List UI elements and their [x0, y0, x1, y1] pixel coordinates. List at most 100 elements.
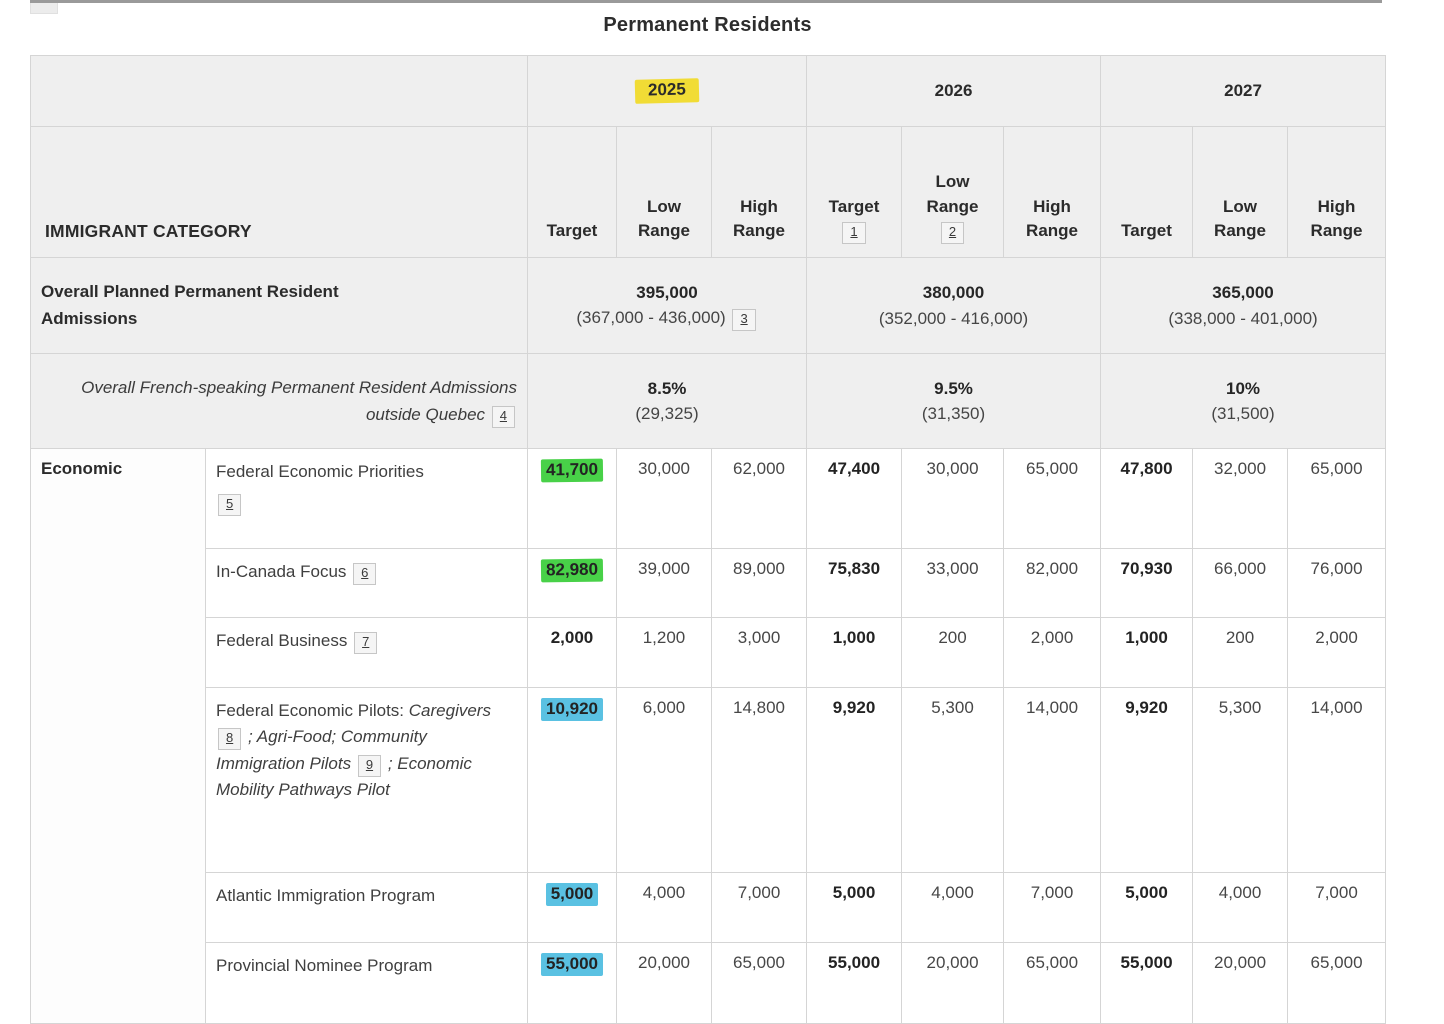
french-value-2026: 9.5% (31,350) [806, 353, 1102, 449]
value-cell: 47,800 [1100, 448, 1194, 549]
overall-admissions-row: Overall Planned Permanent Resident Admis… [30, 257, 1387, 354]
overall-value-2026: 380,000 (352,000 - 416,000) [806, 257, 1102, 354]
col-header-label: Low Range [926, 171, 979, 216]
col-header-target-2026: Target 1 [806, 126, 903, 258]
overall-target-2025: 395,000 [636, 282, 698, 302]
french-count-2027: (31,500) [1211, 404, 1275, 423]
french-percent-2026: 9.5% [934, 378, 973, 398]
year-2025-header: 2025 [526, 55, 808, 127]
overall-range-2025: (367,000 - 436,000) 3 [538, 305, 796, 332]
value-cell: 14,000 [1287, 687, 1387, 873]
col-header-label: Target [828, 196, 880, 216]
value-cell: 65,000 [1287, 448, 1387, 549]
table-row-provincial-nominee-program: Provincial Nominee Program 55,000 20,000… [31, 942, 1387, 1024]
value-cell: 2,000 [1003, 617, 1102, 688]
value-cell: 200 [1192, 617, 1289, 688]
blue-highlighted-target-value: 10,920 [541, 698, 603, 721]
value-cell: 7,000 [1287, 872, 1387, 943]
value-cell: 82,000 [1003, 548, 1102, 618]
value-cell: 1,200 [616, 617, 712, 688]
value-cell: 5,000 [527, 872, 617, 943]
row-label-federal-business: Federal Business 7 [205, 617, 528, 688]
footnote-link-2[interactable]: 2 [940, 222, 965, 244]
value-cell: 65,000 [1003, 942, 1102, 1024]
french-value-2027: 10% (31,500) [1100, 353, 1387, 449]
overall-target-2026: 380,000 [922, 283, 985, 302]
row-label-federal-economic-pilots: Federal Economic Pilots: Caregivers 8 ; … [205, 687, 528, 873]
footnote-link-6[interactable]: 6 [353, 563, 377, 585]
value-cell: 20,000 [901, 942, 1005, 1024]
value-cell: 9,920 [1100, 687, 1194, 873]
page-title: Permanent Residents [603, 14, 812, 36]
yellow-highlight: 2025 [634, 78, 700, 104]
value-cell: 14,800 [710, 687, 808, 873]
value-cell: 7,000 [1003, 872, 1102, 943]
value-cell: 30,000 [616, 448, 712, 549]
value-cell: 200 [901, 617, 1005, 688]
value-cell: 1,000 [806, 617, 903, 688]
col-header-target-2025: Target [527, 126, 617, 258]
footnote-link-5[interactable]: 5 [218, 494, 242, 517]
value-cell: 39,000 [616, 548, 712, 618]
french-count-2025: (29,325) [635, 404, 699, 423]
value-cell: 9,920 [806, 687, 903, 873]
immigrant-category-header: IMMIGRANT CATEGORY [30, 126, 528, 258]
value-cell: 10,920 [527, 687, 617, 873]
value-cell: 14,000 [1003, 687, 1102, 873]
value-cell: 47,400 [806, 448, 903, 549]
value-cell: 55,000 [1100, 942, 1194, 1024]
year-2026-header: 2026 [806, 55, 1102, 127]
blue-highlighted-target-value: 55,000 [541, 953, 603, 976]
col-header-high-range-2027: High Range [1287, 126, 1387, 258]
value-cell: 76,000 [1287, 548, 1387, 618]
overall-admissions-label: Overall Planned Permanent Resident Admis… [30, 257, 528, 354]
french-percent-2027: 10% [1226, 378, 1261, 398]
overall-range-2026: (352,000 - 416,000) [878, 308, 1029, 328]
french-speaking-label: Overall French-speaking Permanent Reside… [30, 353, 528, 449]
french-speaking-row: Overall French-speaking Permanent Reside… [30, 353, 1387, 449]
value-cell: 55,000 [527, 942, 617, 1024]
row-label-provincial-nominee-program: Provincial Nominee Program [205, 942, 528, 1024]
year-2027-header: 2027 [1100, 55, 1387, 127]
col-header-low-range-2027: Low Range [1192, 126, 1289, 258]
footnote-link-7[interactable]: 7 [354, 632, 378, 654]
value-cell: 32,000 [1192, 448, 1289, 549]
green-highlighted-target-value: 41,700 [540, 458, 604, 483]
col-header-target-2027: Target [1100, 126, 1194, 258]
table-row-federal-economic-priorities: Economic Federal Economic Priorities 5 4… [30, 448, 1387, 1024]
french-percent-2025: 8.5% [647, 378, 687, 398]
footnote-link-9[interactable]: 9 [357, 754, 382, 777]
value-cell: 82,980 [527, 548, 617, 618]
footnote-link-4[interactable]: 4 [491, 406, 515, 428]
value-cell: 33,000 [901, 548, 1005, 618]
value-cell: 75,830 [806, 548, 903, 618]
french-count-2026: (31,350) [921, 404, 986, 423]
value-cell: 65,000 [1287, 942, 1387, 1024]
overall-value-2025: 395,000 (367,000 - 436,000) 3 [526, 257, 808, 354]
value-cell: 5,300 [1192, 687, 1289, 873]
value-cell: 62,000 [710, 448, 808, 549]
value-cell: 5,000 [1100, 872, 1194, 943]
table-row-atlantic-immigration-program: Atlantic Immigration Program 5,000 4,000… [31, 872, 1387, 943]
value-cell: 3,000 [710, 617, 808, 688]
overall-range-2027: (338,000 - 401,000) [1168, 308, 1318, 328]
table-row-federal-business: Federal Business 7 2,000 1,200 3,000 1,0… [31, 617, 1387, 688]
footnote-link-8[interactable]: 8 [218, 728, 242, 751]
value-cell: 2,000 [1287, 617, 1387, 688]
value-cell: 65,000 [710, 942, 808, 1024]
footnote-link-3[interactable]: 3 [732, 309, 756, 332]
col-header-low-range-2025: Low Range [616, 126, 712, 258]
value-cell: 20,000 [1192, 942, 1289, 1024]
year-header-row: 2025 2026 2027 [30, 55, 1387, 127]
footnote-link-1[interactable]: 1 [842, 222, 866, 244]
table-row-in-canada-focus: In-Canada Focus 6 82,980 39,000 89,000 7… [31, 548, 1387, 618]
value-cell: 4,000 [1192, 872, 1289, 943]
top-border-line [30, 0, 1382, 3]
value-cell: 7,000 [710, 872, 808, 943]
green-highlighted-target-value: 82,980 [540, 558, 604, 583]
column-header-row: IMMIGRANT CATEGORY Target Low Range High… [30, 126, 1387, 258]
value-cell: 55,000 [806, 942, 903, 1024]
value-cell: 41,700 [527, 448, 617, 549]
table-row-federal-economic-pilots: Federal Economic Pilots: Caregivers 8 ; … [31, 687, 1387, 873]
permanent-residents-table: 2025 2026 2027 IMMIGRANT CATEGORY Target… [30, 55, 1387, 1024]
